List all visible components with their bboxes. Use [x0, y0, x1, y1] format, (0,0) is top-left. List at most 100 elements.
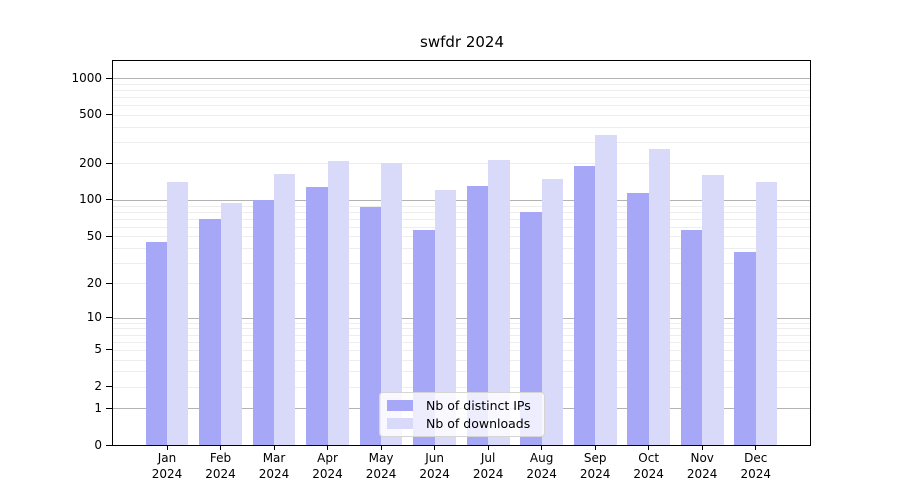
major-gridline: [113, 199, 810, 201]
y-tick-mark: [106, 114, 112, 116]
bar-oct-downloads: [648, 148, 671, 445]
x-tick-label: Sep 2024: [579, 451, 611, 481]
y-tick-mark: [106, 407, 112, 409]
minor-gridline: [113, 247, 810, 249]
x-tick-label: Aug 2024: [526, 451, 557, 481]
x-tick-mark: [648, 445, 650, 450]
minor-gridline: [113, 105, 810, 107]
y-tick-mark: [106, 444, 112, 446]
legend-swatch-distinct-ips: [387, 400, 413, 412]
y-tick-mark: [106, 77, 112, 79]
bar-jan-downloads: [167, 181, 189, 445]
x-tick-mark: [487, 445, 489, 450]
bar-jun-downloads: [434, 189, 456, 445]
minor-gridline: [113, 371, 810, 373]
legend-item-downloads: Nb of downloads: [387, 416, 537, 431]
minor-gridline: [113, 218, 810, 220]
legend-item-distinct-ips: Nb of distinct IPs: [387, 398, 537, 413]
bar-jul-downloads: [488, 160, 510, 445]
x-tick-label: Jun 2024: [419, 451, 450, 481]
minor-gridline: [113, 341, 810, 343]
x-tick-mark: [220, 445, 222, 450]
minor-gridline: [113, 205, 810, 207]
bar-sep-downloads: [595, 135, 617, 445]
bar-may-distinct-ips: [359, 206, 382, 445]
legend-swatch-downloads: [387, 417, 413, 429]
major-gridline: [113, 317, 810, 319]
minor-gridline: [113, 226, 810, 228]
minor-gridline: [113, 262, 810, 264]
bar-dec-downloads: [755, 181, 778, 445]
y-tick-label: 500: [79, 107, 102, 122]
legend: Nb of distinct IPs Nb of downloads: [379, 392, 545, 437]
minor-gridline: [113, 142, 810, 144]
minor-gridline: [113, 90, 810, 92]
bar-may-downloads: [381, 162, 403, 445]
x-tick-label: Mar 2024: [258, 451, 290, 481]
bar-nov-distinct-ips: [680, 230, 703, 445]
x-tick-mark: [166, 445, 168, 450]
y-tick-mark: [106, 282, 112, 284]
bar-mar-downloads: [274, 173, 296, 445]
bar-aug-distinct-ips: [520, 212, 542, 445]
x-tick-label: Jul 2024: [472, 451, 504, 481]
x-tick-mark: [541, 445, 543, 450]
y-tick-mark: [106, 317, 112, 319]
x-tick-mark: [273, 445, 275, 450]
x-tick-label: Jan 2024: [151, 451, 183, 481]
y-tick-label: 1: [94, 400, 102, 415]
legend-label-downloads: Nb of downloads: [426, 415, 531, 431]
y-tick-mark: [106, 162, 112, 164]
bar-mar-distinct-ips: [252, 199, 275, 445]
minor-gridline: [113, 283, 810, 285]
legend-label-distinct-ips: Nb of distinct IPs: [426, 398, 531, 414]
minor-gridline: [113, 211, 810, 213]
x-tick-label: Nov 2024: [686, 451, 718, 481]
x-tick-label: Apr 2024: [312, 451, 343, 481]
y-tick-label: 20: [86, 275, 102, 290]
minor-gridline: [113, 97, 810, 99]
x-tick-mark: [701, 445, 703, 450]
x-tick-mark: [327, 445, 329, 450]
minor-gridline: [113, 349, 810, 351]
y-tick-label: 1000: [71, 70, 102, 85]
y-tick-mark: [106, 349, 112, 351]
minor-gridline: [113, 114, 810, 116]
bar-jul-distinct-ips: [466, 186, 489, 445]
y-tick-mark: [106, 199, 112, 201]
minor-gridline: [113, 322, 810, 324]
x-tick-mark: [380, 445, 382, 450]
minor-gridline: [113, 236, 810, 238]
y-tick-label: 10: [86, 310, 102, 325]
bar-jun-distinct-ips: [413, 230, 435, 445]
minor-gridline: [113, 334, 810, 336]
x-tick-label: Dec 2024: [740, 451, 771, 481]
bar-feb-downloads: [220, 202, 242, 445]
bar-dec-distinct-ips: [734, 251, 756, 445]
y-tick-label: 100: [79, 192, 102, 207]
bar-sep-distinct-ips: [573, 165, 596, 445]
bar-apr-downloads: [327, 160, 349, 445]
plot-area: [112, 60, 811, 446]
x-tick-label: Oct 2024: [633, 451, 664, 481]
bar-nov-downloads: [702, 175, 724, 445]
minor-gridline: [113, 126, 810, 128]
minor-gridline: [113, 386, 810, 388]
y-tick-label: 50: [86, 228, 102, 243]
minor-gridline: [113, 163, 810, 165]
y-tick-label: 200: [79, 155, 102, 170]
y-tick-mark: [106, 386, 112, 388]
minor-gridline: [113, 83, 810, 85]
y-tick-label: 2: [94, 379, 102, 394]
chart-title: swfdr 2024: [420, 33, 504, 51]
x-tick-mark: [594, 445, 596, 450]
minor-gridline: [113, 328, 810, 330]
x-tick-mark: [755, 445, 757, 450]
x-tick-mark: [434, 445, 436, 450]
y-tick-mark: [106, 235, 112, 237]
bar-feb-distinct-ips: [199, 218, 221, 445]
major-gridline: [113, 78, 810, 80]
y-tick-label: 5: [94, 342, 102, 357]
x-tick-label: May 2024: [365, 451, 397, 481]
